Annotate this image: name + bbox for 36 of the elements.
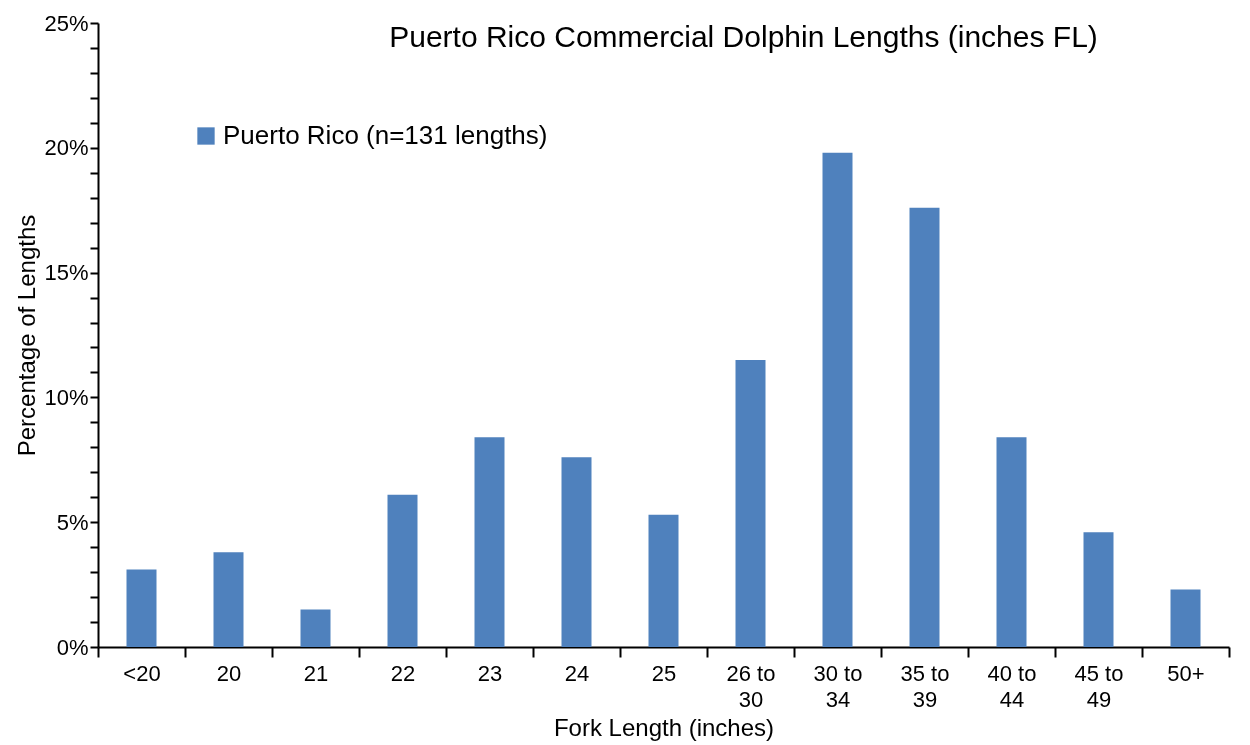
y-axis-title: Percentage of Lengths — [13, 214, 41, 457]
bar — [822, 152, 853, 647]
x-tick-label: 40 to 44 — [987, 660, 1037, 712]
y-tick-label: 10% — [44, 384, 89, 410]
bar — [1170, 589, 1201, 647]
x-tick-label: 22 — [390, 660, 416, 686]
x-tick-label: 45 to 49 — [1074, 660, 1124, 712]
chart-title: Puerto Rico Commercial Dolphin Lengths (inches FL) — [389, 20, 1098, 53]
x-tick-label: 50+ — [1167, 660, 1205, 686]
bar — [1083, 532, 1114, 647]
x-tick-label: <20 — [123, 660, 161, 686]
bar — [126, 569, 157, 647]
x-tick-label: 26 to 30 — [726, 660, 776, 712]
y-tick-label: 15% — [44, 260, 89, 286]
bar — [213, 552, 244, 647]
x-tick-label: 25 — [651, 660, 677, 686]
bar — [387, 494, 418, 647]
bar — [648, 514, 679, 647]
bar — [996, 437, 1027, 647]
x-tick-label: 23 — [477, 660, 503, 686]
y-tick-label: 5% — [56, 509, 89, 535]
y-tick-label: 0% — [56, 634, 89, 660]
y-tick-label: 25% — [44, 10, 89, 36]
x-axis-title: Fork Length (inches) — [553, 713, 775, 741]
bar — [735, 359, 766, 647]
x-tick-label: 35 to 39 — [900, 660, 950, 712]
legend-label: Puerto Rico (n=131 lengths) — [223, 120, 548, 150]
x-tick-label: 21 — [303, 660, 329, 686]
bar — [909, 207, 940, 647]
x-tick-label: 20 — [216, 660, 242, 686]
bar — [300, 609, 331, 647]
y-tick-label: 20% — [44, 135, 89, 161]
bar — [561, 457, 592, 647]
bar — [474, 437, 505, 647]
x-tick-label: 30 to 34 — [813, 660, 863, 712]
x-tick-label: 24 — [564, 660, 590, 686]
